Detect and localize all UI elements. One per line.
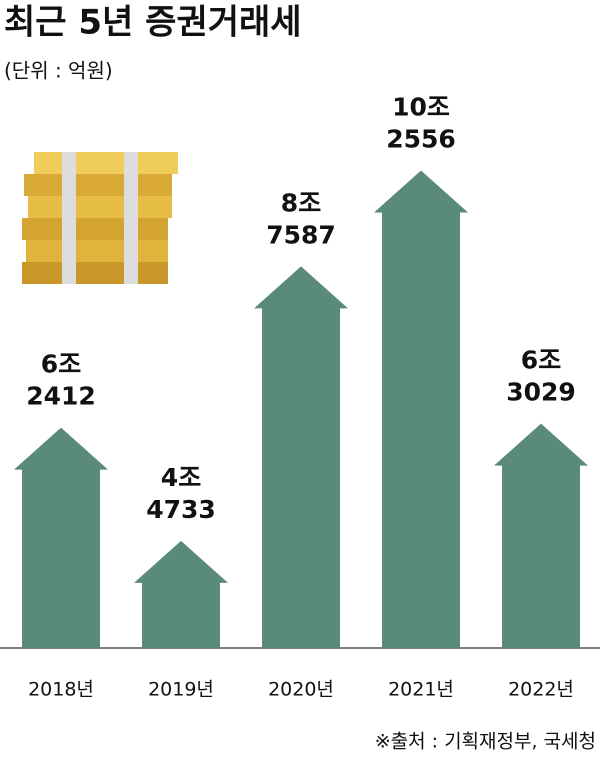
chart-title: 최근 5년 증권거래세 <box>4 3 302 43</box>
value-label: 4733 <box>146 495 216 524</box>
value-label: 10조 <box>392 92 450 121</box>
x-tick-label: 2020년 <box>268 679 334 701</box>
value-label: 4조 <box>161 463 201 492</box>
money-illustration <box>22 152 178 284</box>
value-label: 3029 <box>506 378 576 407</box>
source: ※출처 : 기획재정부, 국세청 <box>375 731 596 753</box>
arrow-bar <box>254 266 348 648</box>
chart-subtitle: (단위 : 억원) <box>4 59 113 83</box>
value-label: 2412 <box>26 382 96 411</box>
x-tick-label: 2022년 <box>508 679 574 701</box>
arrow-bar <box>134 540 228 648</box>
arrow-bar <box>14 427 108 648</box>
x-tick-label: 2018년 <box>28 679 94 701</box>
value-label: 6조 <box>41 350 81 379</box>
arrow-bar <box>374 170 468 648</box>
value-label: 6조 <box>521 346 561 375</box>
value-label: 2556 <box>386 124 456 153</box>
value-label: 8조 <box>281 188 321 217</box>
value-label: 7587 <box>266 220 336 249</box>
x-tick-label: 2021년 <box>388 679 454 701</box>
x-tick-label: 2019년 <box>148 679 214 701</box>
arrow-bar <box>494 423 588 648</box>
